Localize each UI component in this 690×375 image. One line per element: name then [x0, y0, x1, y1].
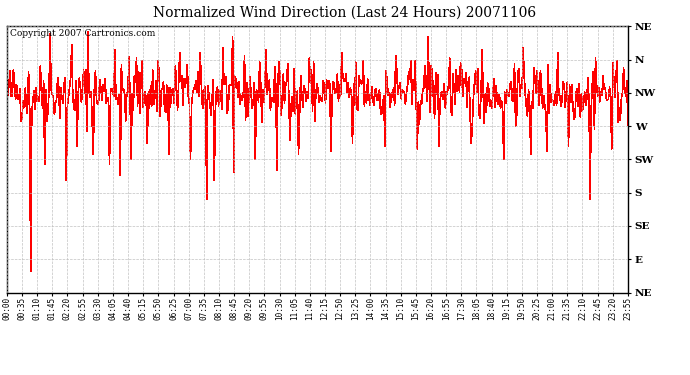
Text: Normalized Wind Direction (Last 24 Hours) 20071106: Normalized Wind Direction (Last 24 Hours… — [153, 6, 537, 20]
Text: Copyright 2007 Cartronics.com: Copyright 2007 Cartronics.com — [10, 29, 155, 38]
